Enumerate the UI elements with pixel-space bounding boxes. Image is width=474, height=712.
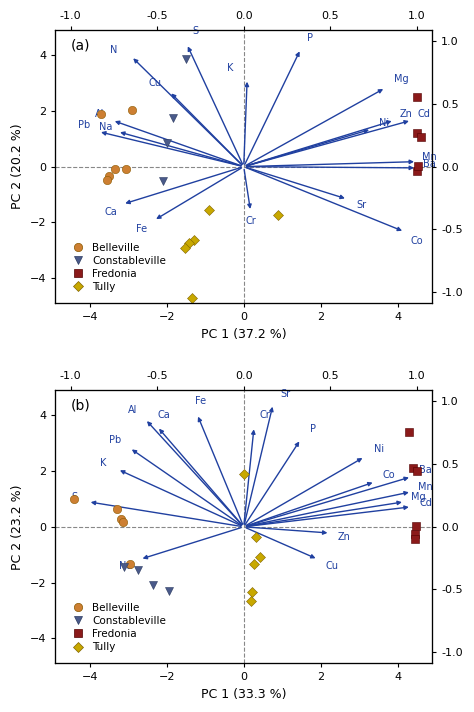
Text: Mn: Mn xyxy=(421,152,437,162)
Text: Na: Na xyxy=(99,122,112,132)
Text: P: P xyxy=(310,424,316,434)
Text: Pb: Pb xyxy=(78,120,91,130)
Text: Co: Co xyxy=(410,236,423,246)
Text: Ni: Ni xyxy=(379,117,389,127)
Text: Na: Na xyxy=(119,560,133,570)
Text: (b): (b) xyxy=(70,399,90,412)
Text: Ba: Ba xyxy=(423,159,435,169)
Text: N: N xyxy=(110,45,118,55)
Text: Mg: Mg xyxy=(394,74,409,84)
Text: Ba: Ba xyxy=(419,466,432,476)
X-axis label: PC 1 (33.3 %): PC 1 (33.3 %) xyxy=(201,688,286,701)
Text: Cr: Cr xyxy=(245,216,256,226)
Text: (a): (a) xyxy=(70,38,90,52)
Text: P: P xyxy=(307,33,312,43)
Text: S: S xyxy=(192,26,198,36)
Text: Al: Al xyxy=(95,109,105,119)
Text: Al: Al xyxy=(128,405,137,415)
Legend: Belleville, Constableville, Fredonia, Tully: Belleville, Constableville, Fredonia, Tu… xyxy=(64,600,169,655)
Text: Pb: Pb xyxy=(109,435,122,445)
Text: Cd: Cd xyxy=(419,498,432,508)
Text: K: K xyxy=(227,63,233,73)
X-axis label: PC 1 (37.2 %): PC 1 (37.2 %) xyxy=(201,328,286,341)
Text: S: S xyxy=(71,492,77,502)
Text: Mg: Mg xyxy=(411,492,426,502)
Text: Cu: Cu xyxy=(149,78,162,88)
Text: Sr: Sr xyxy=(356,201,366,211)
Text: Co: Co xyxy=(383,471,395,481)
Y-axis label: PC 2 (23.2 %): PC 2 (23.2 %) xyxy=(11,484,24,570)
Text: Zn: Zn xyxy=(400,109,413,119)
Y-axis label: PC 2 (20.2 %): PC 2 (20.2 %) xyxy=(11,124,24,209)
Text: Fe: Fe xyxy=(195,397,206,407)
Text: Cd: Cd xyxy=(417,109,430,119)
Text: Fe: Fe xyxy=(136,224,147,234)
Text: Mn: Mn xyxy=(418,482,433,492)
Text: Ca: Ca xyxy=(158,410,171,420)
Text: Ni: Ni xyxy=(374,444,384,454)
Text: Sr: Sr xyxy=(280,389,291,399)
Text: Cr: Cr xyxy=(259,410,270,420)
Text: Ca: Ca xyxy=(104,206,117,216)
Text: K: K xyxy=(100,458,107,468)
Text: Cu: Cu xyxy=(326,560,338,570)
Legend: Belleville, Constableville, Fredonia, Tully: Belleville, Constableville, Fredonia, Tu… xyxy=(64,239,169,295)
Text: Zn: Zn xyxy=(337,532,351,542)
